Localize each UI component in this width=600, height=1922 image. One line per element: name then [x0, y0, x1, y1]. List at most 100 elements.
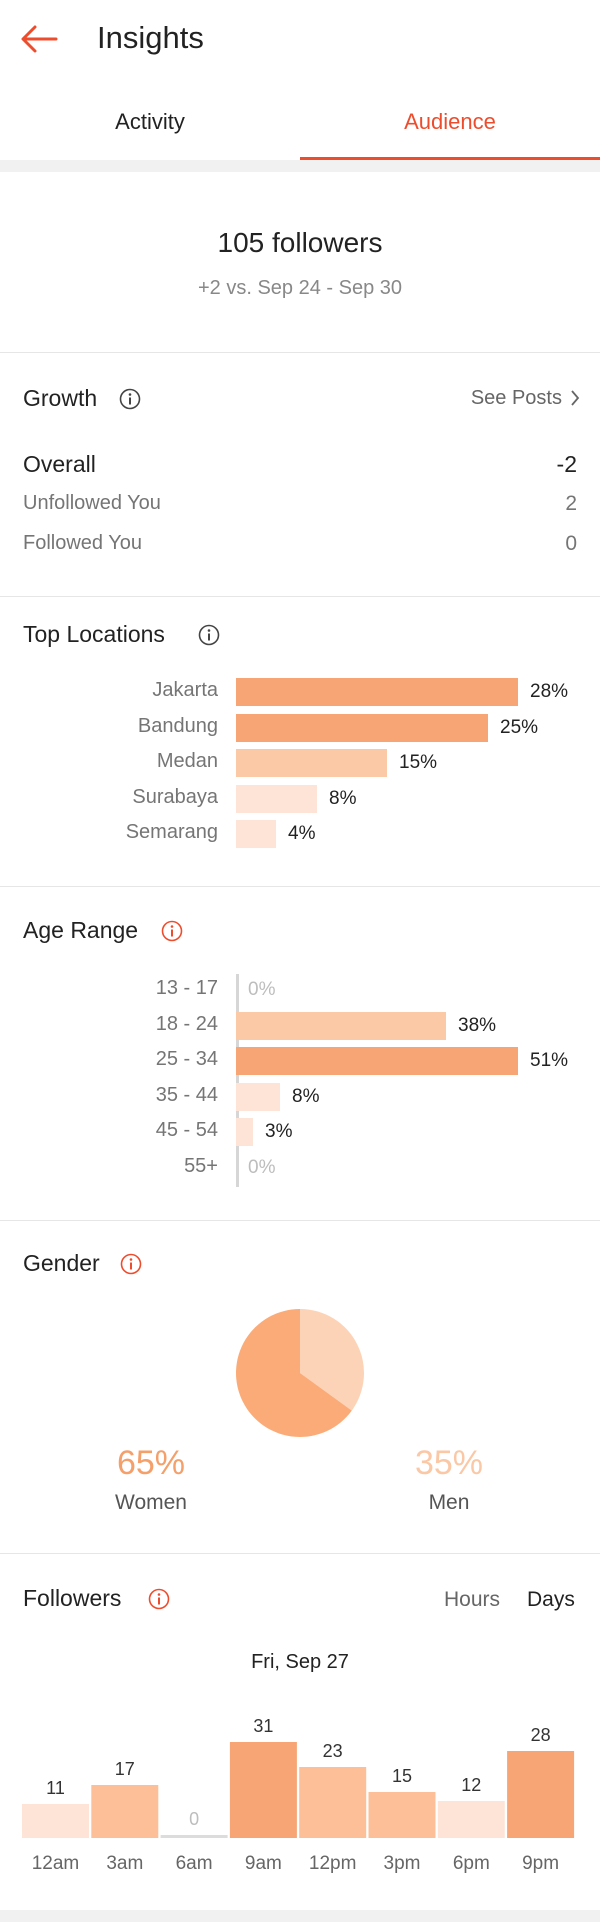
- followers-bar[interactable]: [91, 1785, 159, 1838]
- followers-count: 105 followers: [217, 227, 383, 258]
- location-bar: [236, 749, 387, 777]
- unfollowed-label: Unfollowed You: [23, 492, 161, 514]
- locations-title: Top Locations: [23, 621, 165, 647]
- age-title: Age Range: [23, 917, 139, 943]
- divider: [0, 596, 600, 597]
- age-bar: [236, 1011, 446, 1040]
- unfollowed-value: 2: [565, 492, 577, 515]
- followers-summary: 105 followers +2 vs. Sep 24 - Sep 30: [0, 172, 600, 352]
- location-percent: 25%: [500, 716, 539, 738]
- x-tick-label: 9pm: [522, 1853, 559, 1874]
- age-label: 45 - 54: [155, 1119, 218, 1141]
- chart-axis: [236, 974, 239, 1187]
- followers-bar[interactable]: [368, 1792, 436, 1838]
- see-posts-link[interactable]: See Posts: [471, 387, 580, 410]
- age-bar: [236, 1082, 280, 1111]
- gender-pie-chart: [235, 1309, 364, 1437]
- followed-value: 0: [565, 532, 577, 555]
- age-percent: 8%: [292, 1085, 320, 1107]
- men-label: Men: [428, 1491, 470, 1514]
- followers-bar[interactable]: [299, 1767, 367, 1838]
- bar-value-label: 11: [46, 1778, 65, 1798]
- toggle-days[interactable]: Days: [527, 1588, 575, 1611]
- x-tick-label: 6am: [176, 1853, 213, 1874]
- followed-label: Followed You: [23, 532, 142, 554]
- chevron-right-icon: [571, 390, 580, 406]
- age-label: 35 - 44: [155, 1083, 218, 1106]
- x-tick-label: 12pm: [309, 1853, 357, 1874]
- x-tick-label: 6pm: [453, 1853, 490, 1874]
- bar-value-label: 12: [461, 1775, 481, 1795]
- men-percent: 35%: [414, 1444, 484, 1482]
- overall-value: -2: [556, 451, 577, 477]
- section-spacer: [0, 160, 600, 172]
- age-label: 25 - 34: [155, 1048, 218, 1070]
- followers-bar[interactable]: [437, 1801, 505, 1838]
- location-bar: [236, 820, 276, 848]
- selected-date: Fri, Sep 27: [251, 1651, 349, 1673]
- location-bar: [236, 713, 488, 742]
- location-label: Bandung: [137, 714, 218, 737]
- location-percent: 4%: [288, 823, 316, 844]
- age-label: 55+: [184, 1154, 218, 1177]
- bar-value-label: 0: [189, 1809, 199, 1829]
- age-bar: [236, 1118, 253, 1146]
- location-label: Surabaya: [132, 785, 218, 808]
- location-label: Jakarta: [152, 679, 218, 701]
- tab-bar: Activity Audience: [0, 78, 600, 162]
- location-percent: 15%: [399, 752, 438, 773]
- location-bar: [236, 784, 317, 813]
- info-icon[interactable]: [198, 624, 220, 646]
- pie-slice-men: [300, 1309, 364, 1411]
- age-percent: 38%: [458, 1014, 497, 1036]
- x-tick-label: 3pm: [384, 1853, 421, 1874]
- age-label: 18 - 24: [155, 1012, 218, 1035]
- age-percent: 3%: [265, 1121, 293, 1142]
- followers-title: Followers: [23, 1585, 122, 1611]
- women-percent: 65%: [116, 1444, 186, 1482]
- bar-value-label: 31: [253, 1716, 273, 1736]
- followers-bar-chart: 11 12am 17 3am 0 6am 31 9am 23 12pm 15 3pm 12 6pm 28 9p…: [22, 1716, 575, 1874]
- followers-bar[interactable]: [229, 1742, 297, 1838]
- info-icon[interactable]: [119, 388, 141, 410]
- tab-audience[interactable]: Audience: [404, 109, 496, 134]
- bar-value-label: 15: [392, 1766, 412, 1786]
- bar-value-label: 23: [323, 1741, 343, 1761]
- x-tick-label: 9am: [245, 1853, 282, 1874]
- page-title: Insights: [97, 20, 204, 55]
- overall-label: Overall: [23, 451, 96, 477]
- followers-bar[interactable]: [160, 1835, 228, 1838]
- see-posts-label: See Posts: [470, 387, 562, 409]
- active-tab-indicator: [300, 157, 600, 160]
- section-spacer: [0, 1910, 600, 1922]
- growth-title: Growth: [23, 385, 98, 411]
- info-icon[interactable]: [161, 920, 183, 942]
- x-tick-label: 3am: [106, 1853, 143, 1874]
- followers-delta: +2 vs. Sep 24 - Sep 30: [197, 277, 403, 299]
- bar-value-label: 17: [115, 1759, 135, 1779]
- app-header: Insights: [0, 0, 600, 78]
- gender-title: Gender: [23, 1250, 100, 1276]
- divider: [0, 1553, 600, 1554]
- age-percent: 0%: [248, 979, 276, 1000]
- arrow-left-icon[interactable]: [18, 18, 60, 60]
- age-bar: [236, 1047, 518, 1075]
- followers-bar[interactable]: [507, 1751, 575, 1838]
- bar-value-label: 28: [531, 1725, 551, 1745]
- age-percent: 51%: [530, 1050, 569, 1071]
- age-percent: 0%: [248, 1156, 276, 1178]
- location-label: Semarang: [125, 821, 218, 843]
- women-label: Women: [115, 1491, 187, 1514]
- divider: [0, 1220, 600, 1221]
- pie-slice-women: [235, 1309, 352, 1437]
- info-icon[interactable]: [148, 1588, 170, 1610]
- toggle-hours[interactable]: Hours: [444, 1588, 501, 1611]
- age-label: 13 - 17: [155, 977, 218, 999]
- followers-bar[interactable]: [22, 1804, 89, 1838]
- location-label: Medan: [156, 750, 218, 772]
- x-tick-label: 12am: [32, 1853, 80, 1874]
- tab-activity[interactable]: Activity: [115, 109, 185, 134]
- info-icon[interactable]: [120, 1253, 142, 1275]
- divider: [0, 352, 600, 353]
- location-percent: 28%: [530, 681, 569, 702]
